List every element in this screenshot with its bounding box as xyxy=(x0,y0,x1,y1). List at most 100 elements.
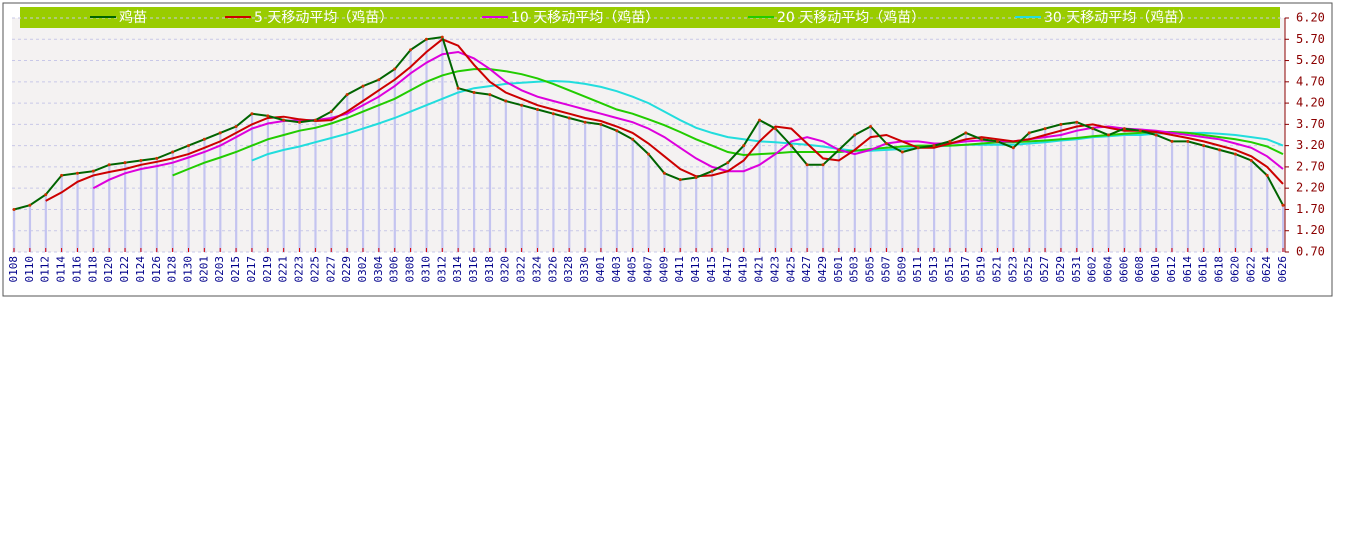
x-tick-label: 0223 xyxy=(293,256,306,283)
bar xyxy=(1186,141,1190,252)
x-tick-label: 0507 xyxy=(879,256,892,283)
x-tick-label: 0407 xyxy=(642,256,655,283)
point xyxy=(186,144,190,148)
x-tick-label: 0608 xyxy=(1133,256,1146,283)
x-tick-label: 0306 xyxy=(388,256,401,283)
bar xyxy=(219,132,222,252)
point xyxy=(202,137,206,141)
bar xyxy=(44,194,47,252)
point xyxy=(155,156,159,160)
bar xyxy=(536,109,539,253)
legend-label: 鸡苗 xyxy=(119,9,147,26)
x-tick-label: 0330 xyxy=(578,256,591,283)
y-tick-label: 0.70 xyxy=(1296,245,1325,259)
y-tick-label: 1.70 xyxy=(1296,202,1325,216)
x-tick-label: 0118 xyxy=(86,256,99,283)
x-tick-label: 0606 xyxy=(1117,256,1130,283)
x-tick-label: 0525 xyxy=(1022,256,1035,283)
point xyxy=(1218,148,1222,152)
point xyxy=(520,103,524,107)
bar xyxy=(1234,154,1237,252)
bar xyxy=(60,175,63,252)
x-tick-label: 0417 xyxy=(721,256,734,283)
point xyxy=(631,137,635,141)
x-tick-label: 0221 xyxy=(277,256,290,283)
point xyxy=(44,193,48,197)
point xyxy=(1249,159,1253,163)
x-tick-label: 0602 xyxy=(1086,256,1099,283)
bar xyxy=(1155,135,1158,252)
bar xyxy=(1091,128,1094,252)
point xyxy=(932,144,936,148)
bar xyxy=(853,135,856,252)
x-tick-label: 0122 xyxy=(118,256,131,283)
x-tick-label: 0622 xyxy=(1244,256,1257,283)
point xyxy=(1075,120,1079,124)
x-tick-label: 0521 xyxy=(990,256,1003,283)
bar xyxy=(1202,145,1205,252)
x-tick-label: 0324 xyxy=(530,256,543,283)
bar xyxy=(441,37,444,253)
point xyxy=(694,176,698,180)
bar xyxy=(1075,122,1078,253)
y-tick-label: 2.20 xyxy=(1296,181,1325,195)
bar xyxy=(837,149,841,252)
x-tick-label: 0429 xyxy=(816,256,829,283)
bar xyxy=(92,171,95,252)
x-tick-label: 0511 xyxy=(911,256,924,283)
point xyxy=(298,120,302,124)
bar xyxy=(108,164,111,252)
bar xyxy=(695,177,698,252)
point xyxy=(964,131,968,135)
bar xyxy=(885,143,888,252)
point xyxy=(789,144,793,148)
bar xyxy=(1012,147,1015,252)
point xyxy=(726,161,730,165)
point xyxy=(551,112,555,116)
bar xyxy=(377,79,381,252)
bar xyxy=(1139,130,1142,252)
x-tick-label: 0116 xyxy=(70,256,83,283)
bar xyxy=(520,105,523,252)
bar xyxy=(314,120,317,252)
bar xyxy=(1266,175,1269,252)
x-tick-label: 0128 xyxy=(166,256,179,283)
bar xyxy=(346,94,349,252)
x-tick-label: 0401 xyxy=(594,256,607,283)
point xyxy=(1059,122,1063,126)
x-tick-label: 0112 xyxy=(39,256,52,283)
series-line xyxy=(45,38,1284,202)
bar xyxy=(282,120,285,252)
bar xyxy=(901,152,904,252)
bar xyxy=(457,88,460,252)
point xyxy=(900,150,904,154)
bar xyxy=(917,147,920,252)
point xyxy=(218,131,222,135)
point xyxy=(282,118,286,122)
point xyxy=(1011,146,1015,150)
x-tick-label: 0304 xyxy=(372,256,385,283)
point xyxy=(139,159,143,163)
point xyxy=(266,114,270,118)
point xyxy=(75,171,79,175)
x-tick-label: 0314 xyxy=(451,256,464,283)
x-tick-label: 0616 xyxy=(1197,256,1210,283)
bar xyxy=(298,122,301,253)
x-tick-label: 0519 xyxy=(975,256,988,283)
bar xyxy=(1282,205,1285,252)
x-tick-label: 0620 xyxy=(1228,256,1241,283)
point xyxy=(424,37,428,41)
bar xyxy=(155,158,158,252)
x-tick-label: 0320 xyxy=(499,256,512,283)
bar xyxy=(647,154,650,252)
point xyxy=(995,139,999,143)
bar xyxy=(504,100,507,252)
x-tick-label: 0419 xyxy=(737,256,750,283)
bar xyxy=(266,115,269,252)
bar xyxy=(790,145,793,252)
bar xyxy=(361,86,365,252)
point xyxy=(758,118,762,122)
y-tick-label: 5.70 xyxy=(1296,32,1325,46)
point xyxy=(60,173,64,177)
point xyxy=(377,78,381,82)
